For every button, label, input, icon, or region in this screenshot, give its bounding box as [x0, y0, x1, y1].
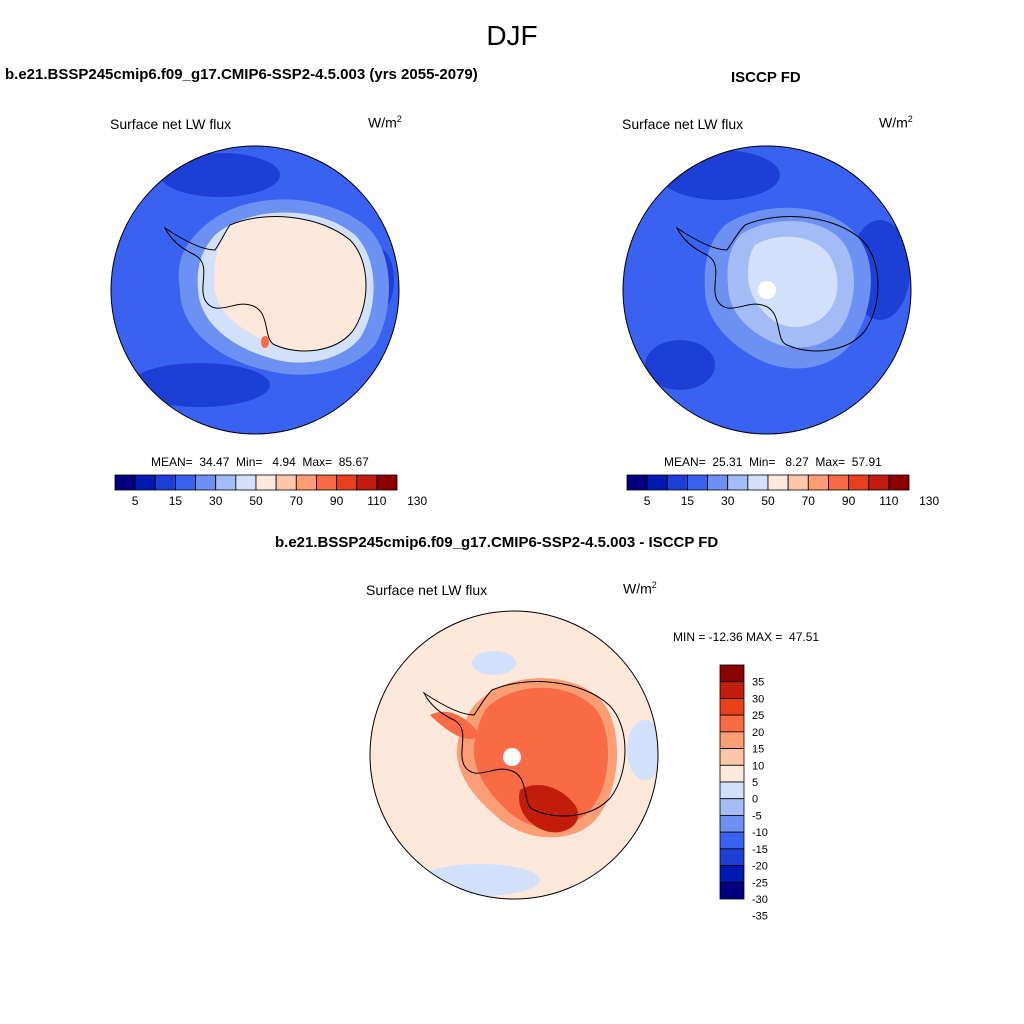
- obs-colorbar-swatch: [687, 474, 708, 491]
- model-colorbar-swatch: [295, 474, 317, 491]
- obs-colorbar-tick-label: 70: [802, 494, 816, 508]
- diff-colorbar-swatch: [719, 664, 745, 683]
- obs-colorbar-tick-label: 15: [681, 494, 695, 508]
- model-units: W/m2: [368, 114, 402, 131]
- model-colorbar-swatch: [235, 474, 257, 491]
- model-colorbar-tick-label: 15: [169, 494, 183, 508]
- model-colorbar-swatch: [195, 474, 217, 491]
- diff-colorbar-tick-label: 5: [752, 777, 758, 789]
- diff-colorbar-tick-label: 30: [752, 693, 764, 705]
- diff-coastline: [422, 681, 626, 817]
- obs-colorbar-swatch: [727, 474, 749, 491]
- diff-colorbar-swatch: [719, 798, 745, 816]
- model-colorbar-swatch: [134, 474, 156, 491]
- model-colorbar-swatch: [316, 474, 337, 491]
- diff-colorbar-tick-label: -10: [752, 827, 768, 839]
- diff-colorbar-swatch: [719, 714, 745, 733]
- obs-colorbar-swatch: [707, 474, 729, 491]
- obs-colorbar-tick-label: 130: [919, 494, 939, 508]
- diff-colorbar-tick-label: -30: [752, 894, 768, 906]
- obs-colorbar-tick-label: 50: [761, 494, 775, 508]
- obs-panel-title: ISCCP FD: [731, 69, 801, 86]
- diff-colorbar-swatch: [719, 881, 745, 900]
- obs-colorbar-swatch: [807, 474, 829, 491]
- diff-units: W/m2: [623, 580, 657, 597]
- season-title: DJF: [486, 20, 538, 51]
- model-colorbar-tick-label: 5: [132, 494, 139, 508]
- model-colorbar-tick-label: 30: [209, 494, 223, 508]
- diff-stats: MIN = -12.36 MAX = 47.51: [673, 630, 820, 644]
- diff-colorbar-tick-label: 10: [752, 760, 764, 772]
- diff-colorbar-tick-label: -20: [752, 861, 768, 873]
- diff-colorbar-tick-label: -25: [752, 877, 768, 889]
- obs-colorbar-tick-label: 5: [644, 494, 651, 508]
- obs-colorbar-swatch: [868, 474, 890, 491]
- model-colorbar-tick-label: 50: [249, 494, 263, 508]
- obs-colorbar-swatch: [828, 474, 849, 491]
- model-colorbar-tick-label: 90: [330, 494, 344, 508]
- obs-coastline: [675, 216, 879, 352]
- obs-colorbar: 5 15 30 50 70 90 110 130: [626, 474, 939, 508]
- model-colorbar-swatch: [114, 474, 136, 491]
- model-colorbar-tick-label: 110: [367, 494, 386, 508]
- model-colorbar-tick-label: 130: [407, 494, 427, 508]
- diff-colorbar-tick-label: 15: [752, 744, 764, 756]
- model-colorbar-swatch: [275, 474, 297, 491]
- model-coastline: [163, 216, 367, 352]
- obs-colorbar-tick-label: 110: [879, 494, 898, 508]
- obs-colorbar-swatch: [646, 474, 668, 491]
- diff-colorbar-swatch: [719, 681, 745, 699]
- obs-colorbar-tick-label: 90: [842, 494, 856, 508]
- model-colorbar-swatch: [255, 474, 277, 491]
- diff-colorbar-swatch: [719, 865, 745, 883]
- diff-colorbar-swatch: [719, 781, 745, 800]
- model-colorbar-tick-label: 70: [290, 494, 304, 508]
- obs-units: W/m2: [879, 114, 913, 131]
- diff-colorbar-swatch: [719, 831, 745, 850]
- obs-colorbar-swatch: [767, 474, 789, 491]
- model-colorbar-swatch: [336, 474, 358, 491]
- diff-colorbar-tick-label: -35: [752, 911, 768, 923]
- diff-variable-label: Surface net LW flux: [366, 582, 488, 598]
- diff-colorbar-tick-label: 20: [752, 727, 764, 739]
- diff-colorbar: 35 30 25 20 15 10 5 0 -5 -10 -15 -20 -25 -30 -35: [719, 664, 768, 923]
- diff-panel-title: b.e21.BSSP245cmip6.f09_g17.CMIP6-SSP2-4.…: [275, 534, 719, 551]
- diff-colorbar-swatch: [719, 764, 745, 783]
- obs-colorbar-swatch: [888, 474, 910, 491]
- obs-variable-label: Surface net LW flux: [622, 116, 744, 132]
- obs-colorbar-swatch: [666, 474, 688, 491]
- diff-colorbar-tick-label: 25: [752, 710, 764, 722]
- model-panel-title: b.e21.BSSP245cmip6.f09_g17.CMIP6-SSP2-4.…: [5, 66, 478, 83]
- diff-colorbar-tick-label: 35: [752, 677, 764, 689]
- obs-colorbar-swatch: [626, 474, 648, 491]
- diff-colorbar-tick-label: -15: [752, 844, 768, 856]
- diff-colorbar-swatch: [719, 815, 745, 833]
- obs-colorbar-swatch: [848, 474, 870, 491]
- diff-colorbar-swatch: [719, 748, 745, 766]
- diff-colorbar-swatch: [719, 731, 745, 749]
- obs-colorbar-swatch: [747, 474, 769, 491]
- diff-colorbar-swatch: [719, 848, 745, 866]
- model-colorbar-swatch: [154, 474, 176, 491]
- obs-stats: MEAN= 25.31 Min= 8.27 Max= 57.91: [664, 455, 882, 469]
- model-colorbar-swatch: [356, 474, 378, 491]
- model-colorbar-swatch: [215, 474, 237, 491]
- diff-colorbar-tick-label: 0: [752, 794, 758, 806]
- model-colorbar: 5 15 30 50 70 90 110 130: [114, 474, 427, 508]
- model-variable-label: Surface net LW flux: [110, 116, 232, 132]
- obs-colorbar-tick-label: 30: [721, 494, 735, 508]
- model-stats: MEAN= 34.47 Min= 4.94 Max= 85.67: [151, 455, 369, 469]
- diff-colorbar-swatch: [719, 698, 745, 716]
- model-colorbar-swatch: [376, 474, 398, 491]
- diff-colorbar-tick-label: -5: [752, 810, 762, 822]
- obs-colorbar-swatch: [787, 474, 809, 491]
- model-colorbar-swatch: [175, 474, 196, 491]
